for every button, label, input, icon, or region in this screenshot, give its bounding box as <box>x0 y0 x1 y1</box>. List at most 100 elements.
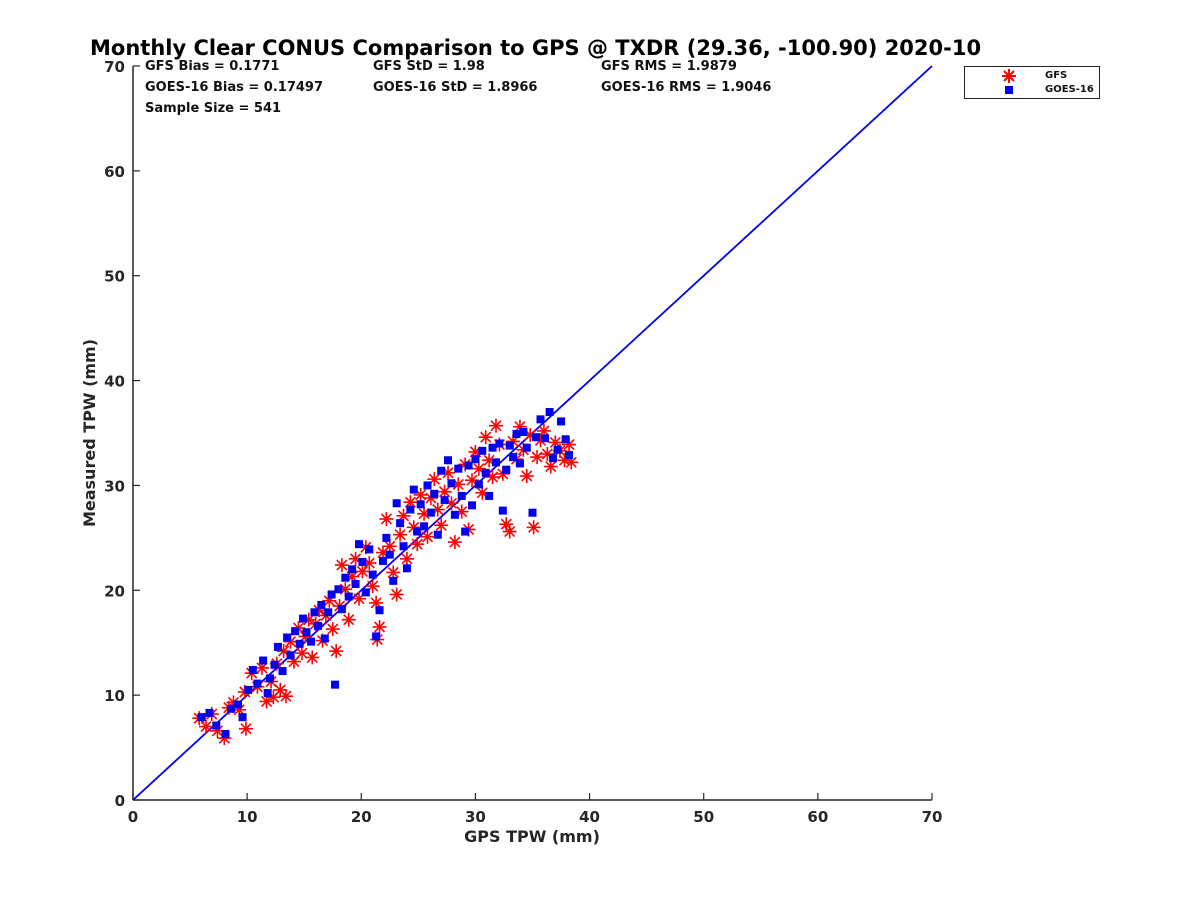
goes16-point <box>392 499 401 508</box>
gfs-point <box>372 619 387 634</box>
goes16-point <box>471 455 480 464</box>
goes16-point <box>519 427 528 436</box>
goes16-point <box>491 458 500 467</box>
goes16-point <box>464 461 473 470</box>
gfs-point <box>410 537 425 552</box>
sample-size-stat: Sample Size = 541 <box>145 101 282 116</box>
gfs-point <box>278 689 293 704</box>
goes16-point <box>355 540 364 549</box>
goes16-point <box>263 689 272 698</box>
goes16-point <box>351 579 360 588</box>
axes <box>132 66 932 801</box>
goes16-point <box>433 530 442 539</box>
chart-title: Monthly Clear CONUS Comparison to GPS @ … <box>90 36 982 60</box>
gfs-point <box>478 430 493 445</box>
x-tick-label: 50 <box>693 808 714 826</box>
gfs-point <box>447 535 462 550</box>
goes16-point <box>389 576 398 585</box>
goes16-point <box>227 704 236 713</box>
goes16-point <box>221 729 230 738</box>
goes16-point <box>344 592 353 601</box>
ticks: 0 10 20 30 40 50 60 70 0 10 20 30 40 50 60 70 <box>104 58 942 826</box>
goes16-point <box>402 564 411 573</box>
goes16-point <box>399 542 408 551</box>
x-tick-label: 10 <box>237 808 258 826</box>
data-marks <box>192 408 579 746</box>
goes16-point <box>444 456 453 465</box>
goes16-point <box>406 505 415 514</box>
goes16-point <box>468 501 477 510</box>
goes16-point <box>358 557 367 566</box>
goes16-point <box>291 627 300 636</box>
gfs-point <box>294 646 309 661</box>
goes16-point <box>273 642 282 651</box>
goes16-point <box>522 443 531 452</box>
gfs-point <box>564 455 579 470</box>
legend-label-goes16: GOES-16 <box>1045 84 1094 95</box>
y-tick-label: 40 <box>104 373 125 391</box>
gfs-std-stat: GFS StD = 1.98 <box>373 59 485 74</box>
goes-bias-stat: GOES-16 Bias = 0.17497 <box>145 80 324 95</box>
goes16-point <box>561 435 570 444</box>
gfs-point <box>341 612 356 627</box>
goes16-point <box>437 466 446 475</box>
x-tick-label: 60 <box>807 808 828 826</box>
gfs-point <box>430 502 445 517</box>
goes16-point <box>502 465 511 474</box>
goes16-point <box>396 519 405 528</box>
gfs-point <box>355 564 370 579</box>
goes16-point <box>270 660 279 669</box>
goes16-point <box>478 446 487 455</box>
legend-item-gfs: GFS <box>965 69 1101 83</box>
goes16-point <box>505 441 514 450</box>
gfs-point <box>488 418 503 433</box>
goes-std-stat: GOES-16 StD = 1.8966 <box>373 80 538 95</box>
goes16-point <box>317 600 326 609</box>
goes16-point <box>286 651 295 660</box>
legend: GFS GOES-16 <box>964 66 1100 99</box>
gfs-point <box>393 527 408 542</box>
gfs-point <box>305 650 320 665</box>
gfs-bias-stat: GFS Bias = 0.1771 <box>145 59 280 74</box>
goes16-point <box>409 485 418 494</box>
x-tick-label: 40 <box>579 808 600 826</box>
goes16-point <box>440 496 449 505</box>
gfs-point <box>403 495 418 510</box>
goes16-point <box>474 480 483 489</box>
goes16-point <box>278 667 287 676</box>
gfs-point <box>399 551 414 566</box>
goes16-point <box>302 628 311 637</box>
gfs-point <box>417 506 432 521</box>
goes16-point <box>413 527 422 536</box>
goes16-point <box>531 433 540 442</box>
goes16-point <box>331 680 340 689</box>
goes16-point <box>553 445 562 454</box>
y-tick-label: 30 <box>104 477 125 495</box>
gfs-point <box>526 520 541 535</box>
goes16-point <box>447 479 456 488</box>
goes-rms-stat: GOES-16 RMS = 1.9046 <box>601 80 772 95</box>
gfs-point <box>434 518 449 533</box>
goes16-point <box>541 434 550 443</box>
gfs-point <box>329 644 344 659</box>
goes16-point <box>557 417 566 426</box>
goes16-point <box>512 430 521 439</box>
goes16-point <box>310 608 319 617</box>
gfs-point <box>548 435 563 450</box>
goes16-point <box>385 550 394 559</box>
gfs-point <box>389 587 404 602</box>
gfs-point <box>325 622 340 637</box>
square-icon <box>1005 86 1013 94</box>
goes16-point <box>265 674 274 683</box>
goes16-point <box>295 639 304 648</box>
goes16-point <box>509 453 518 462</box>
gfs-point <box>239 721 254 736</box>
goes16-point <box>481 468 490 477</box>
goes16-point <box>545 408 554 417</box>
legend-item-goes16: GOES-16 <box>965 83 1101 97</box>
goes16-point <box>450 510 459 519</box>
goes16-point <box>283 633 292 642</box>
legend-label-gfs: GFS <box>1045 70 1068 81</box>
gfs-point <box>334 558 349 573</box>
goes16-point <box>348 565 357 574</box>
